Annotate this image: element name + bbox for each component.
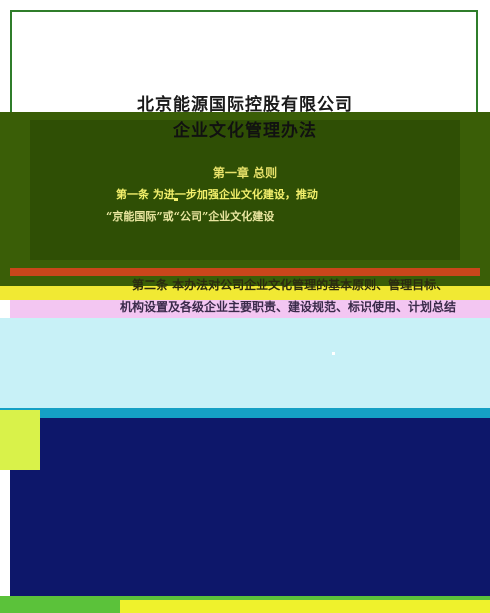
article-1-line-1: 第一条 为进一步加强企业文化建设，推动 [116,188,318,201]
noise-speck [174,198,178,201]
noise-speck [332,352,335,355]
document-title: 企业文化管理办法 [173,121,317,141]
chapter-heading: 第一章 总则 [212,166,278,180]
corrupted-navy-band [10,418,490,596]
document-frame [10,10,478,120]
article-2-line-1: 第二条 本办法对公司企业文化管理的基本原则、管理目标、 [132,278,449,292]
corrupted-yellow-stripe [0,286,490,300]
article-1-line-2: “京能国际”或“公司”企业文化建设 [106,210,275,223]
corrupted-pink-stripe [10,300,490,318]
corrupted-red-stripe [10,268,480,276]
company-title: 北京能源国际控股有限公司 [137,95,353,115]
corrupted-lime-block [0,410,40,470]
corrupted-cyan-band [0,318,490,418]
article-2-line-2: 机构设置及各级企业主要职责、建设规范、标识使用、计划总结 [120,300,457,314]
corrupted-dark-green-band [30,120,460,260]
corrupted-bottom-yellow-stripe [120,600,490,613]
